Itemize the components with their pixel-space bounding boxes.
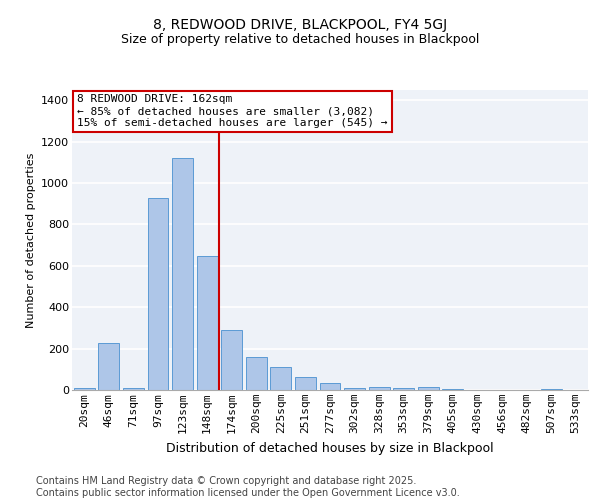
- Text: Contains HM Land Registry data © Crown copyright and database right 2025.
Contai: Contains HM Land Registry data © Crown c…: [36, 476, 460, 498]
- Bar: [541, 389, 562, 390]
- Bar: [197, 256, 218, 390]
- Bar: [442, 389, 463, 390]
- Bar: [221, 330, 242, 390]
- Bar: [368, 387, 389, 390]
- Bar: [123, 388, 144, 390]
- Bar: [418, 387, 439, 390]
- Text: 8, REDWOOD DRIVE, BLACKPOOL, FY4 5GJ: 8, REDWOOD DRIVE, BLACKPOOL, FY4 5GJ: [153, 18, 447, 32]
- Bar: [320, 383, 340, 390]
- Bar: [271, 367, 292, 390]
- Bar: [393, 388, 414, 390]
- Bar: [246, 357, 267, 390]
- Text: 8 REDWOOD DRIVE: 162sqm
← 85% of detached houses are smaller (3,082)
15% of semi: 8 REDWOOD DRIVE: 162sqm ← 85% of detache…: [77, 94, 388, 128]
- Bar: [172, 158, 193, 390]
- X-axis label: Distribution of detached houses by size in Blackpool: Distribution of detached houses by size …: [166, 442, 494, 454]
- Bar: [148, 198, 169, 390]
- Bar: [344, 388, 365, 390]
- Bar: [295, 376, 316, 390]
- Text: Size of property relative to detached houses in Blackpool: Size of property relative to detached ho…: [121, 32, 479, 46]
- Bar: [74, 388, 95, 390]
- Y-axis label: Number of detached properties: Number of detached properties: [26, 152, 35, 328]
- Bar: [98, 343, 119, 390]
